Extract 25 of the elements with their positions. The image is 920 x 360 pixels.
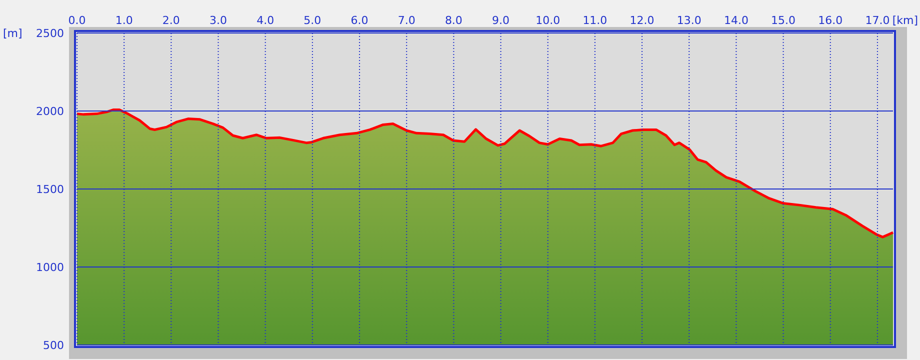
x-tick-label: 1.0	[115, 14, 133, 27]
x-tick-label: 6.0	[350, 14, 368, 27]
x-tick-label: 10.0	[536, 14, 560, 27]
x-tick-label: 7.0	[398, 14, 416, 27]
x-tick-label: 2.0	[162, 14, 180, 27]
x-tick-label: 3.0	[210, 14, 228, 27]
y-axis-title: [m]	[3, 27, 22, 40]
x-axis-title: [km]	[892, 14, 918, 27]
x-tick-label: 11.0	[582, 14, 608, 27]
y-tick-label: 1500	[36, 183, 64, 196]
x-tick-label: 4.0	[256, 14, 274, 27]
y-tick-label: 2500	[36, 27, 64, 40]
x-tick-label: 12.0	[630, 14, 654, 27]
x-tick-label: 16.0	[818, 14, 843, 27]
x-tick-label: 8.0	[444, 14, 462, 27]
x-tick-label: 0.0	[68, 14, 86, 27]
x-tick-label: 13.0	[676, 14, 702, 27]
x-tick-label: 5.0	[304, 14, 322, 27]
x-tick-label: 17.0	[865, 14, 890, 27]
x-tick-label: 14.0	[724, 14, 748, 27]
x-tick-label: 15.0	[771, 14, 796, 27]
y-tick-label: 1000	[36, 261, 64, 274]
x-tick-label: 9.0	[492, 14, 510, 27]
y-tick-label: 2000	[36, 105, 64, 118]
y-tick-label: 500	[43, 339, 64, 352]
